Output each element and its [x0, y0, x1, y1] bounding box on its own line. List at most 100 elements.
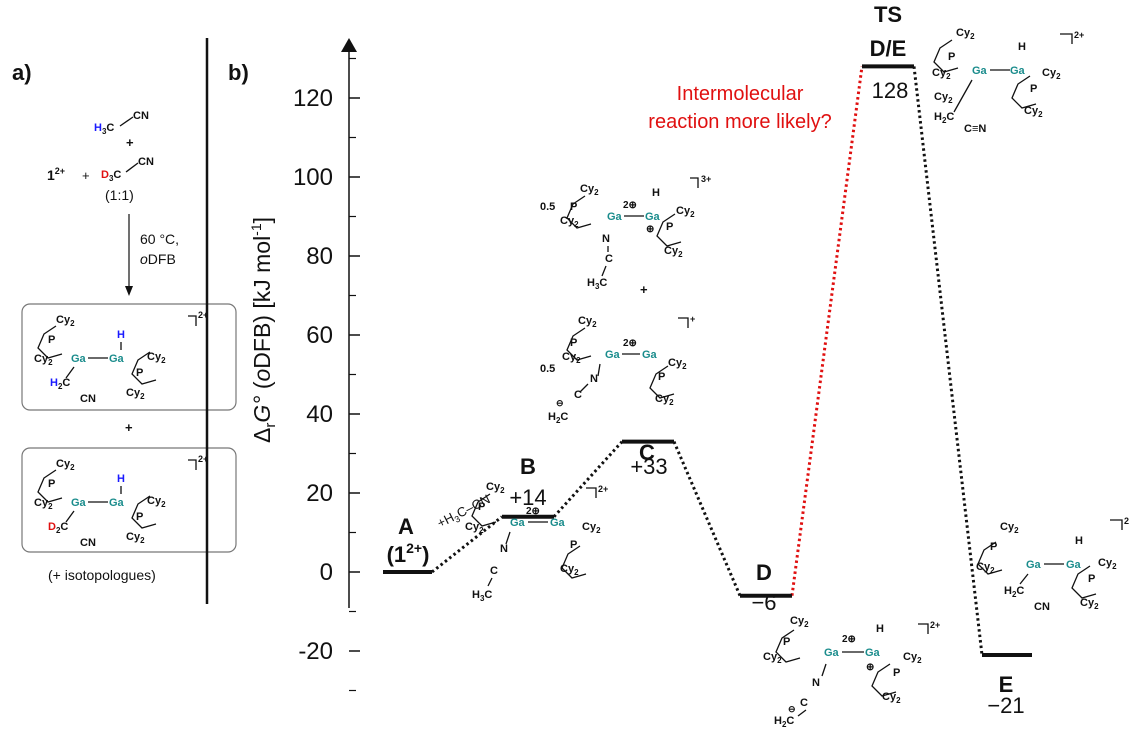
product-box-h2c: Cy2 P Cy2 Ga Ga H Cy2 P Cy2 H2C CN 2+: [21, 303, 237, 411]
svg-text:Cy2: Cy2: [1098, 557, 1117, 571]
product-box-1-frame: [21, 303, 237, 411]
y-tick-label: 60: [306, 322, 333, 349]
svg-text:P: P: [658, 371, 665, 383]
svg-text:2⊕: 2⊕: [623, 338, 637, 349]
bond-d3c-cn: [125, 162, 139, 173]
svg-text:Ga: Ga: [71, 497, 87, 509]
y-tick-label: 0: [320, 559, 333, 586]
connector-TS-E: [912, 66, 984, 656]
svg-text:P: P: [136, 367, 143, 379]
coefficient-05-bottom: 0.5: [540, 363, 555, 375]
svg-text:Cy2: Cy2: [1000, 521, 1019, 535]
panel-a-label: a): [12, 60, 32, 85]
product-box-2-frame: [21, 447, 237, 553]
svg-text:P: P: [666, 221, 673, 233]
svg-text:Ga: Ga: [972, 65, 988, 77]
svg-text:Cy2: Cy2: [580, 183, 599, 197]
y-axis-arrowhead: [341, 38, 357, 52]
svg-text:2+: 2+: [198, 310, 208, 320]
cn-1: CN: [133, 110, 149, 122]
svg-text:2⊕: 2⊕: [623, 200, 637, 211]
svg-text:H2C: H2C: [50, 377, 70, 391]
svg-text:H2C: H2C: [548, 411, 568, 425]
svg-text:P: P: [893, 667, 900, 679]
level-value-E: −21: [987, 693, 1024, 718]
svg-text:Cy2: Cy2: [582, 521, 601, 535]
connector-C-D: [672, 441, 742, 597]
bond-h3c-cn: [119, 116, 134, 127]
panel-b-label: b): [228, 60, 249, 85]
svg-text:H: H: [1075, 535, 1083, 547]
svg-text:P: P: [1088, 573, 1095, 585]
svg-text:C: C: [490, 565, 498, 577]
svg-text:P: P: [1030, 83, 1037, 95]
y-tick-label: 20: [306, 480, 333, 507]
svg-text:CN: CN: [1034, 601, 1050, 613]
svg-text:H: H: [117, 473, 125, 485]
svg-text:2⊕: 2⊕: [842, 634, 856, 645]
product-plus: +: [125, 420, 133, 435]
reaction-arrowhead: [125, 286, 133, 296]
svg-text:H: H: [1018, 41, 1026, 53]
connector-B-C: [552, 440, 624, 518]
plus-sign-2: +: [126, 135, 134, 150]
level-value-D: −6: [751, 590, 776, 615]
svg-text:Cy2: Cy2: [465, 521, 484, 535]
svg-text:P: P: [990, 541, 997, 553]
svg-text:Ga: Ga: [510, 517, 526, 529]
reactants: 12+ + H3C CN + D3C CN (1:1): [47, 110, 154, 203]
y-tick-label: -20: [298, 638, 333, 665]
ratio: (1:1): [105, 187, 134, 203]
isotopologues-note: (+ isotopologues): [48, 567, 156, 583]
svg-text:2⊕: 2⊕: [526, 506, 540, 517]
level-value-B: +14: [509, 485, 546, 510]
svg-text:Ga: Ga: [865, 647, 881, 659]
svg-text:Cy2: Cy2: [934, 91, 953, 105]
svg-text:Cy2: Cy2: [956, 27, 975, 41]
y-axis: [341, 38, 357, 608]
svg-text:2+: 2+: [930, 620, 940, 630]
svg-text:Ga: Ga: [607, 211, 623, 223]
condition-solvent: oDFB: [140, 251, 176, 267]
svg-text:Ga: Ga: [1066, 559, 1082, 571]
svg-text:H: H: [876, 623, 884, 635]
svg-text:N: N: [590, 373, 598, 385]
y-tick-label: 120: [293, 85, 333, 112]
svg-text:Cy2: Cy2: [1024, 105, 1043, 119]
svg-text:P: P: [570, 539, 577, 551]
svg-text:P: P: [570, 201, 577, 213]
level-sub-A: (12+): [387, 540, 430, 567]
reactant-1: 12+: [47, 166, 65, 183]
level-name-E: E: [999, 672, 1014, 697]
svg-text:2: 2: [1124, 516, 1129, 526]
svg-text:D2C: D2C: [48, 521, 68, 535]
level-value-C: +33: [630, 454, 667, 479]
svg-text:P: P: [570, 337, 577, 349]
connector-A-B: [431, 515, 503, 574]
molecule-e: Cy2 P Cy2 Ga Ga H Cy2 P Cy2 H2C CN 2: [976, 516, 1129, 613]
svg-text:H3C: H3C: [587, 277, 607, 291]
molecule-c-plus: +: [640, 282, 648, 297]
svg-text:H: H: [652, 187, 660, 199]
svg-text:2+: 2+: [1074, 30, 1084, 40]
svg-text:H2C: H2C: [774, 715, 794, 729]
y-tick-label: 40: [306, 401, 333, 428]
svg-text:P: P: [783, 636, 790, 648]
svg-text:Ga: Ga: [550, 517, 566, 529]
svg-text:H2C: H2C: [934, 111, 954, 125]
svg-text:Ga: Ga: [605, 349, 621, 361]
svg-text:N: N: [500, 543, 508, 555]
plus-sign-1: +: [82, 168, 90, 183]
svg-text:Ga: Ga: [109, 497, 125, 509]
svg-text:Cy2: Cy2: [560, 215, 579, 229]
svg-text:Ga: Ga: [645, 211, 661, 223]
svg-text:Ga: Ga: [1010, 65, 1026, 77]
connectors: [431, 66, 984, 656]
svg-text:P: P: [136, 511, 143, 523]
svg-text:C: C: [800, 697, 808, 709]
svg-text:Cy2: Cy2: [790, 615, 809, 629]
svg-text:P: P: [478, 501, 485, 513]
panel-b: b) -20 0 20 40 60 80 100 120 ΔrG° (oDFB) [kJ mo…: [228, 2, 1129, 729]
y-ticks: -20 0 20 40 60 80 100 120: [293, 57, 360, 692]
